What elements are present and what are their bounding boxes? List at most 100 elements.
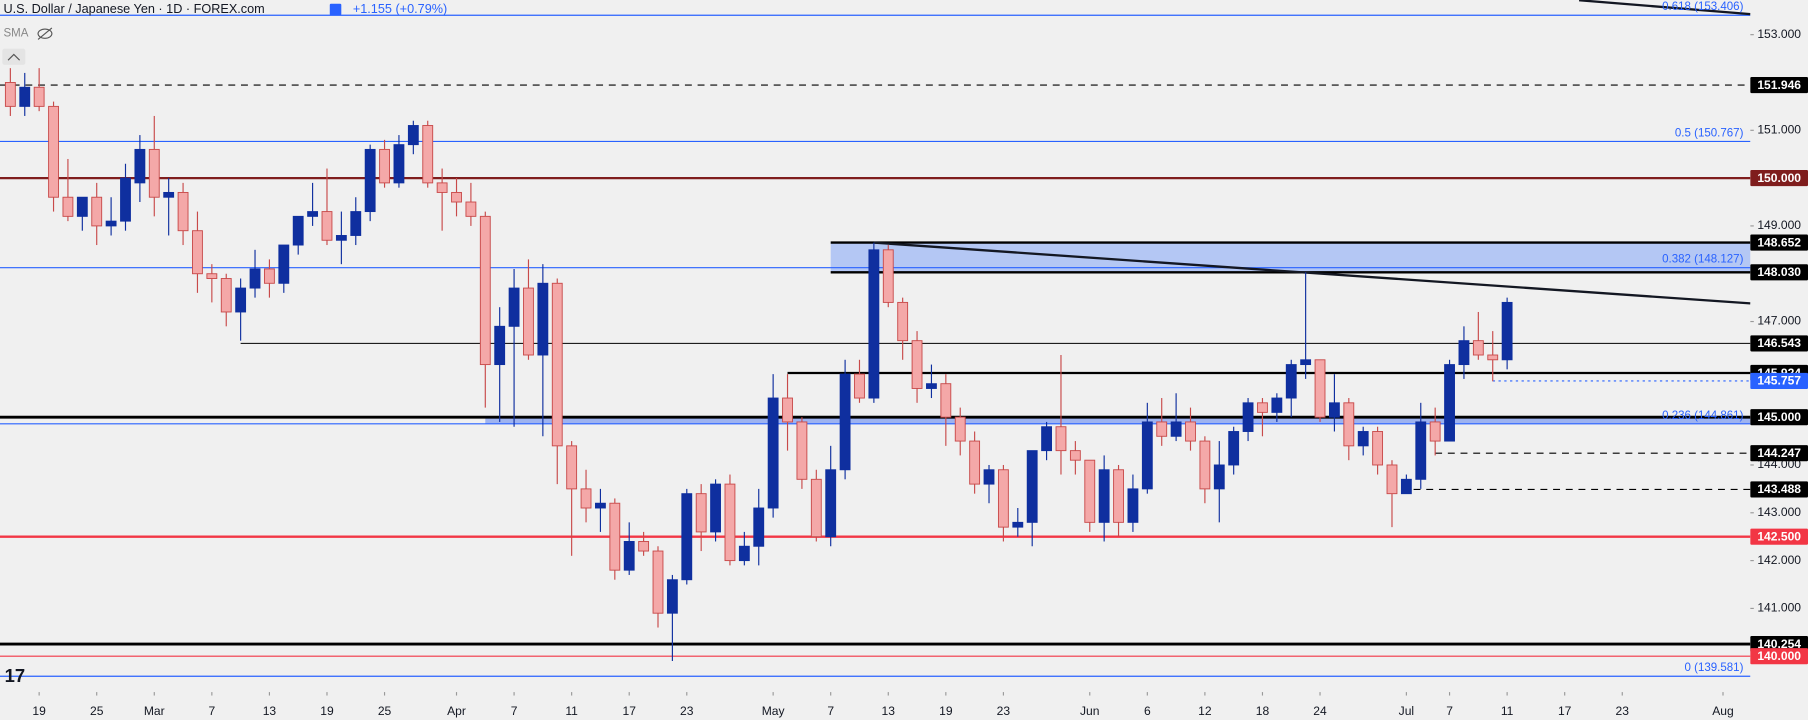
candle-body [926, 383, 937, 389]
candle-body [33, 86, 45, 107]
level-label: 144.247 [1757, 446, 1801, 460]
candle-body [105, 220, 117, 227]
x-tick-label: 11 [565, 704, 578, 718]
candle-body [1141, 421, 1153, 490]
x-tick-label: 23 [997, 704, 1011, 718]
x-tick-label: 25 [378, 704, 392, 718]
candle-body [1185, 421, 1196, 442]
candle-body [134, 148, 146, 184]
level-label: 150.000 [1757, 171, 1801, 185]
candle-body [1429, 421, 1441, 442]
candle-body [249, 268, 261, 289]
fib-label: 0 (139.581) [1685, 662, 1744, 674]
candle-body [724, 483, 736, 562]
level-label-box [1750, 409, 1808, 426]
x-tick-label: 23 [1616, 704, 1630, 718]
level-label-box [1750, 481, 1808, 498]
candle-body [1055, 426, 1067, 452]
trend-line [1578, 0, 1751, 16]
level-label: 142.500 [1757, 529, 1801, 543]
level-label: 143.488 [1757, 482, 1801, 496]
candle-body [192, 230, 203, 275]
x-tick-label: 23 [680, 704, 694, 718]
candle-body [1487, 354, 1499, 361]
candle-body [1285, 364, 1297, 399]
candle-body [1271, 397, 1283, 413]
level-label: 145.000 [1757, 410, 1801, 424]
level-label-box [1750, 264, 1808, 281]
candle-body [1026, 450, 1038, 523]
candle-body [666, 579, 678, 614]
candle-body [1257, 402, 1268, 413]
candle-body [1156, 421, 1168, 437]
x-tick-label: Apr [447, 704, 466, 718]
candle-body [292, 215, 304, 246]
fib-label: 0.618 (153.406) [1662, 1, 1743, 13]
candle-body [1170, 421, 1182, 437]
level-label: 145.757 [1757, 374, 1801, 388]
candle-body [997, 469, 1009, 528]
candle-body [868, 249, 880, 399]
candle-body [479, 215, 491, 366]
candle-body [163, 191, 175, 198]
candle-body [1069, 450, 1081, 461]
candle-body [551, 282, 563, 447]
candle-body [1386, 464, 1398, 495]
candle-body [753, 507, 765, 547]
candle-body [580, 488, 592, 509]
candle-body [1242, 402, 1254, 432]
eye-icon[interactable] [37, 27, 53, 40]
level-label: 146.543 [1757, 336, 1801, 350]
level-label-box [1750, 76, 1808, 94]
level-label-box [1750, 636, 1808, 653]
x-tick-label: 24 [1313, 704, 1327, 718]
candle-body [1501, 301, 1513, 361]
x-tick-label: 13 [263, 704, 277, 718]
y-tick-label: 151.000 [1757, 122, 1801, 136]
candle-body [4, 82, 16, 107]
eye-shape [37, 28, 53, 39]
candle-body [1472, 340, 1484, 356]
fib-label: 0.382 (148.127) [1662, 254, 1743, 266]
candle-body [307, 211, 319, 217]
y-tick-label: 147.000 [1757, 314, 1801, 328]
level-label-box [1750, 372, 1808, 390]
candle-body [508, 287, 520, 327]
level-label: 148.652 [1757, 235, 1801, 249]
candle-body [825, 469, 837, 538]
candle-body [235, 287, 247, 313]
candle-body [1458, 340, 1470, 366]
candle-body [1127, 488, 1139, 523]
candle-body [436, 182, 448, 193]
candle-body [1228, 431, 1240, 466]
y-tick-label: 149.000 [1757, 218, 1801, 232]
candle-body [782, 397, 793, 423]
eye-slash [37, 27, 53, 40]
x-tick-label: 19 [939, 704, 953, 718]
level-label-box [1750, 335, 1808, 352]
candle-body [206, 273, 218, 279]
candle-body [379, 148, 390, 184]
x-tick-label: 19 [320, 704, 334, 718]
flag-icon [329, 3, 342, 16]
price-change: +1.155 (+0.79%) [353, 2, 447, 16]
candle-body [220, 278, 232, 313]
collapse-button[interactable] [2, 48, 26, 65]
candle-body [451, 191, 462, 203]
candle-body [1329, 402, 1340, 418]
candle-body [335, 235, 347, 241]
x-tick-label: 7 [827, 704, 834, 718]
x-tick-label: Mar [144, 704, 165, 718]
y-tick-label: 143.000 [1757, 505, 1801, 519]
candle-body [854, 373, 865, 399]
candle-body [767, 397, 779, 509]
candle-body [48, 105, 59, 198]
candle-body [422, 125, 434, 184]
candle-body [537, 282, 549, 356]
level-label-box [1750, 528, 1808, 545]
candle-body [652, 550, 664, 614]
level-label: 148.030 [1757, 265, 1801, 279]
level-label-box [1750, 234, 1808, 251]
